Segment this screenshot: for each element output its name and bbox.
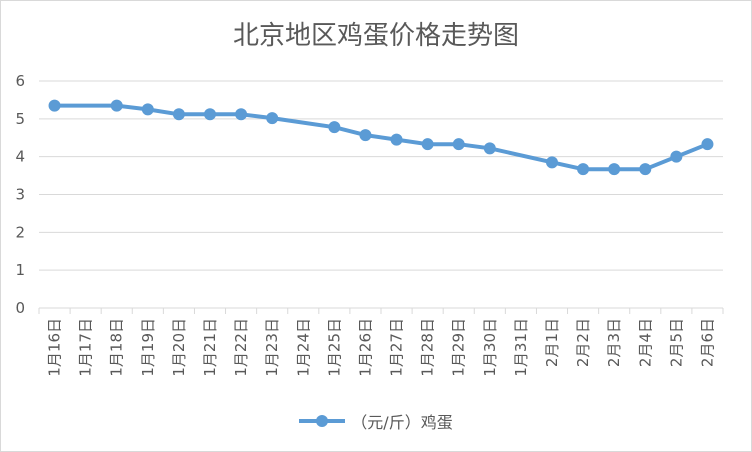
data-point [172,108,185,121]
x-tick-label: 2月3日 [605,318,623,367]
x-tick-label: 1月26日 [356,318,374,377]
chart-title: 北京地区鸡蛋价格走势图 [232,21,519,51]
y-tick-label: 5 [15,110,25,128]
x-tick-label: 1月30日 [481,318,499,377]
data-point [235,108,248,121]
data-point [608,163,621,176]
y-tick-label: 3 [15,186,25,204]
data-point [359,129,372,142]
x-tick-label: 1月16日 [46,318,64,377]
legend-swatch [299,414,346,428]
series-line [52,103,710,172]
x-tick-label: 1月28日 [419,318,437,377]
data-point [577,163,590,176]
data-point [452,138,465,151]
x-tick-label: 2月6日 [698,318,716,367]
x-tick-label: 1月22日 [232,318,250,377]
x-tick-label: 1月23日 [263,318,281,377]
data-point [328,121,341,134]
data-point [390,133,403,146]
x-tick-label: 1月18日 [108,318,126,377]
data-point [701,138,714,151]
x-tick-label: 1月25日 [325,318,343,377]
x-tick-label: 1月21日 [201,318,219,377]
data-point [204,108,216,121]
x-tick-label: 1月24日 [294,318,312,377]
x-tick-label: 1月19日 [139,318,157,377]
x-tick-label: 1月27日 [388,318,406,377]
y-tick-label: 0 [15,299,25,317]
data-point [483,142,496,155]
x-tick-label: 1月20日 [170,318,188,377]
x-tick-label: 2月4日 [636,318,654,367]
x-tick-label: 2月1日 [543,318,561,367]
y-tick-label: 1 [15,261,25,279]
data-point [670,150,683,163]
legend: （元/斤）鸡蛋 [1,409,751,433]
data-point [48,99,61,112]
x-tick-label: 2月2日 [574,318,592,367]
data-point [421,138,434,151]
x-tick-label: 1月31日 [512,318,530,377]
legend-label: （元/斤）鸡蛋 [351,413,453,432]
y-tick-label: 2 [15,223,25,241]
data-point [266,112,279,125]
y-tick-label: 6 [15,72,25,90]
x-tick-label: 2月5日 [667,318,685,367]
data-point [639,163,652,176]
x-tick-label: 1月17日 [77,318,95,377]
x-tick-label: 1月29日 [450,318,468,377]
y-tick-label: 4 [15,148,25,166]
data-point [141,103,154,116]
data-point [110,99,123,112]
data-point [546,156,558,169]
